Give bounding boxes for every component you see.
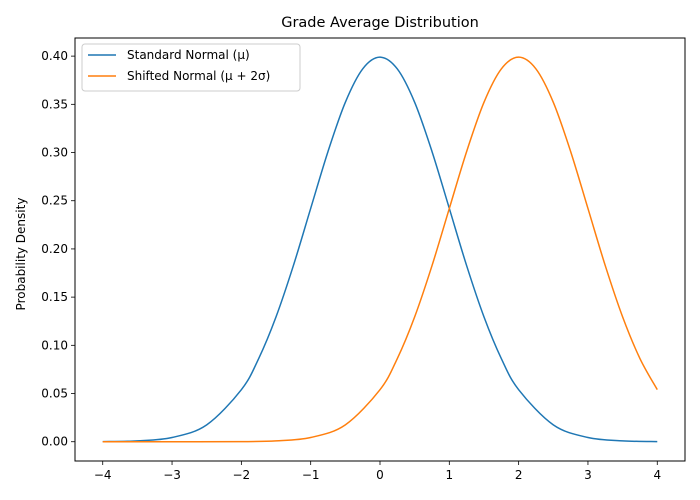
plot-frame — [74, 37, 686, 462]
x-tick-label: −1 — [302, 468, 320, 482]
x-tick-label: −2 — [233, 468, 251, 482]
x-axis-ticks: −4 −3 −2 −1 0 1 2 3 4 — [94, 461, 661, 482]
y-tick-label: 0.15 — [41, 290, 68, 304]
legend: Standard Normal (μ) Shifted Normal (μ + … — [81, 43, 301, 92]
legend-label-standard-normal: Standard Normal (μ) — [127, 48, 250, 62]
x-tick-label: 3 — [584, 468, 592, 482]
chart-title: Grade Average Distribution — [281, 15, 479, 31]
legend-label-shifted-normal: Shifted Normal (μ + 2σ) — [127, 69, 270, 83]
plot-lines — [102, 56, 658, 443]
y-tick-label: 0.30 — [41, 146, 68, 160]
x-tick-label: 4 — [653, 468, 661, 482]
x-tick-label: 0 — [376, 468, 384, 482]
y-tick-label: 0.05 — [41, 387, 68, 401]
series-line-0 — [102, 56, 658, 443]
y-tick-label: 0.25 — [41, 194, 68, 208]
series-line-1 — [102, 56, 658, 443]
y-axis-ticks: 0.00 0.05 0.10 0.15 0.20 0.25 0.30 0.35 0.40 — [41, 49, 75, 449]
legend-box — [81, 43, 301, 92]
y-tick-label: 0.35 — [41, 97, 68, 111]
y-axis-label: Probability Density — [14, 198, 28, 311]
y-tick-label: 0.10 — [41, 338, 68, 352]
y-tick-label: 0.20 — [41, 242, 68, 256]
x-tick-label: 2 — [515, 468, 523, 482]
x-tick-label: −3 — [163, 468, 181, 482]
x-tick-label: 1 — [445, 468, 453, 482]
y-tick-label: 0.40 — [41, 49, 68, 63]
y-tick-label: 0.00 — [41, 435, 68, 449]
x-tick-label: −4 — [94, 468, 112, 482]
